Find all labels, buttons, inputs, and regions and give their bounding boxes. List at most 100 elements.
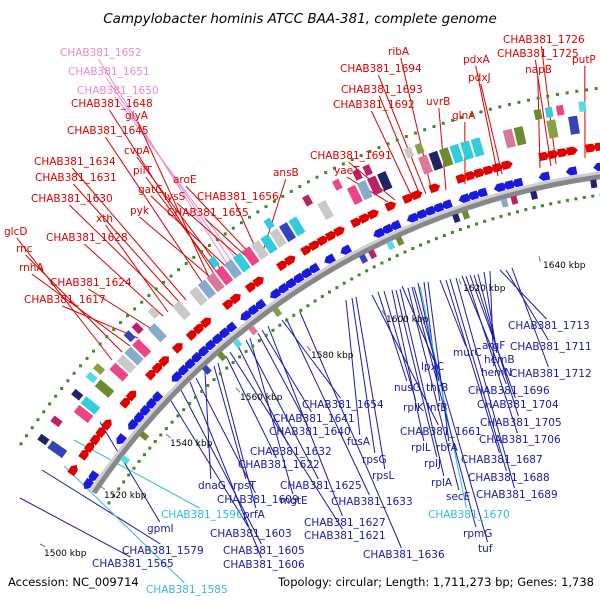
gc-dot xyxy=(265,205,268,208)
gc-dot xyxy=(73,372,76,375)
gc-dot xyxy=(117,487,120,490)
gc-dot xyxy=(574,197,577,200)
gc-dot xyxy=(378,146,381,149)
gene-label: fusA xyxy=(347,436,371,448)
gc-dot xyxy=(216,238,219,241)
gc-dot xyxy=(405,135,408,138)
gc-dot xyxy=(154,440,157,443)
gene-label: ribA xyxy=(388,46,410,58)
gc-dot xyxy=(433,125,436,128)
reverse-gene xyxy=(538,172,550,182)
gene-label: hemN xyxy=(481,367,512,379)
gene-label: CHAB381_1713 xyxy=(508,320,590,332)
gene-label: rpmG xyxy=(463,528,492,540)
scale-tick-mark xyxy=(539,256,540,262)
gc-dot xyxy=(388,258,391,261)
gene-label: putP xyxy=(572,54,596,66)
gc-dot xyxy=(185,262,188,265)
gc-dot xyxy=(595,87,598,90)
gc-dot xyxy=(206,384,209,387)
gene-class-block xyxy=(172,301,191,320)
gene-label: CHAB381_1712 xyxy=(510,368,592,380)
gene-class-block xyxy=(514,126,527,146)
scale-tick-label: 1600 kbp xyxy=(386,315,429,325)
gene-label: glnA xyxy=(452,110,476,122)
gene-label: CHAB381_1579 xyxy=(122,545,204,557)
gene-class-block xyxy=(148,323,167,342)
gene-class-block xyxy=(546,119,558,138)
scale-tick-mark xyxy=(166,434,171,438)
gene-label: CHAB381_1655 xyxy=(167,207,249,219)
gc-dot xyxy=(524,208,527,211)
gene-label: CHAB381_1725 xyxy=(497,48,579,60)
gene-label: CHAB381_1634 xyxy=(34,156,116,168)
gc-dot xyxy=(343,282,346,285)
gc-dot xyxy=(147,294,150,297)
scale-tick-label: 1500 kbp xyxy=(44,549,87,559)
gc-dot xyxy=(459,228,462,231)
gc-dot xyxy=(224,232,227,235)
forward-gene xyxy=(67,463,80,477)
gene-label: rplK xyxy=(403,402,425,414)
gc-dot xyxy=(119,321,122,324)
gene-label: pyk xyxy=(130,205,150,217)
gc-dot xyxy=(556,93,559,96)
scale-tick-mark xyxy=(307,346,311,351)
gene-label: CHAB381_1726 xyxy=(503,34,585,46)
gc-dot xyxy=(36,418,39,421)
gene-label: CHAB381_1585 xyxy=(146,584,228,596)
gene-label: CHAB381_1606 xyxy=(223,559,305,571)
leader-line xyxy=(500,270,546,319)
gc-dot xyxy=(265,334,268,337)
gc-dot xyxy=(541,204,544,207)
gc-dot xyxy=(558,201,561,204)
gene-class-block xyxy=(332,179,343,191)
gc-dot xyxy=(442,122,445,125)
gc-dot xyxy=(272,329,275,332)
gene-labels: CHAB381_1652CHAB381_1651CHAB381_1650CHAB… xyxy=(4,34,596,596)
gene-class-block xyxy=(501,198,509,207)
gc-dot xyxy=(583,196,586,199)
gc-dot xyxy=(533,206,536,209)
gc-dot xyxy=(54,395,57,398)
gene-label: CHAB381_1627 xyxy=(304,517,386,529)
gc-dot xyxy=(411,247,414,250)
gene-label: CHAB381_1630 xyxy=(31,193,113,205)
gc-dot xyxy=(591,195,594,198)
gene-label: CHAB381_1636 xyxy=(363,549,445,561)
scale-tick-label: 1540 kbp xyxy=(170,439,213,449)
gene-label: CHAB381_1628 xyxy=(46,232,128,244)
gene-label: lpxC xyxy=(421,361,444,373)
gene-label: yaeT xyxy=(334,165,360,177)
gene-class-block xyxy=(148,307,160,319)
map-title: Campylobacter hominis ATCC BAA-381, comp… xyxy=(103,11,497,27)
gene-label: CHAB381_1706 xyxy=(479,434,561,446)
gc-dot xyxy=(20,442,23,445)
gc-dot xyxy=(566,199,569,202)
gc-dot xyxy=(290,190,293,193)
gc-dot xyxy=(281,195,284,198)
leader-line xyxy=(481,84,502,174)
gc-dot xyxy=(143,453,146,456)
forward-gene xyxy=(501,160,514,171)
gene-label: cvpA xyxy=(124,145,151,157)
gc-dot xyxy=(443,234,446,237)
gc-dot xyxy=(396,254,399,257)
gene-label: CHAB381_1656 xyxy=(197,191,279,203)
gene-label: CHAB381_1633 xyxy=(331,496,413,508)
gc-dot xyxy=(200,390,203,393)
gene-class-block xyxy=(568,116,580,135)
leader-line xyxy=(168,396,248,527)
gene-class-block xyxy=(545,107,554,118)
scale-tick-label: 1580 kbp xyxy=(311,351,354,361)
gc-dot xyxy=(86,357,89,360)
gene-label: CHAB381_1645 xyxy=(67,125,149,137)
gc-dot xyxy=(435,237,438,240)
gc-dot xyxy=(566,91,569,94)
gc-dot xyxy=(527,99,530,102)
leader-line xyxy=(378,292,407,381)
gene-label: CHAB381_1605 xyxy=(223,545,305,557)
gene-label: CHAB381_1624 xyxy=(50,277,132,289)
gene-label: CHAB381_1670 xyxy=(428,509,510,521)
